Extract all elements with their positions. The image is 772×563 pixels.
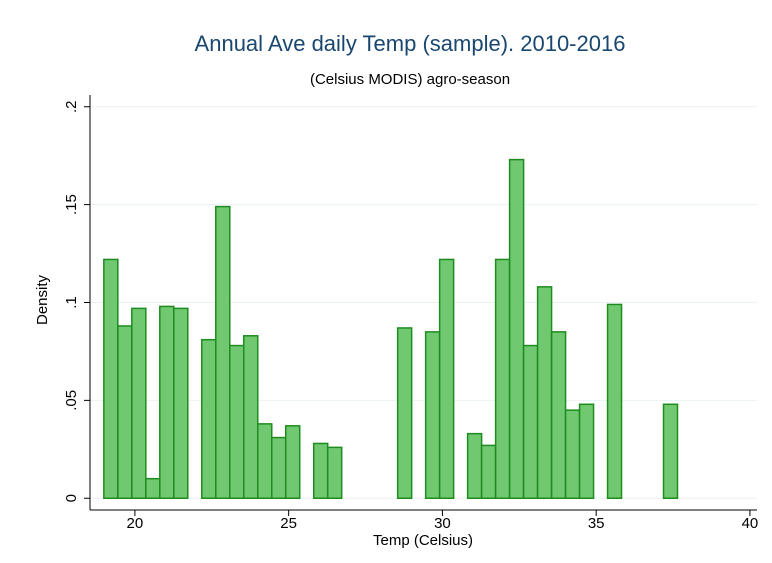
bar [229,344,245,500]
bar [396,327,413,500]
bar [550,331,567,500]
bar [494,258,511,500]
bar [145,477,161,500]
chart-title: Annual Ave daily Temp (sample). 2010-201… [195,31,626,56]
chart-subtitle: (Celsius MODIS) agro-season [310,71,510,88]
bar [564,409,581,500]
bar [103,258,119,500]
y-axis-label: Density [34,274,51,325]
bar [312,442,329,500]
bar [522,344,539,500]
bar [173,307,189,500]
x-tick-label: 40 [742,515,759,532]
bar [480,444,497,500]
x-tick-label: 35 [588,515,605,532]
bar [284,425,301,500]
bar [424,331,441,500]
y-tick-label: 0 [63,494,80,502]
bar [159,305,175,500]
x-tick-label: 20 [127,515,144,532]
bar [536,286,553,500]
y-tick-label: .05 [63,390,80,411]
x-axis-label: Temp (Celsius) [373,532,473,549]
bar [117,325,133,500]
bar [270,436,287,500]
bar [662,403,679,500]
bar [578,403,595,500]
y-tick-label: .1 [63,296,80,309]
x-tick-label: 25 [280,515,297,532]
bar [243,335,259,500]
y-tick-label: .15 [63,194,80,215]
bar [201,338,217,500]
bar [508,158,525,500]
bar [256,423,273,500]
bar [326,446,343,500]
bar [215,205,231,500]
bar [606,303,623,500]
bar [131,307,147,500]
bar [466,432,483,500]
y-tick-label: .2 [63,100,80,113]
x-tick-label: 30 [434,515,451,532]
bar [438,258,455,500]
